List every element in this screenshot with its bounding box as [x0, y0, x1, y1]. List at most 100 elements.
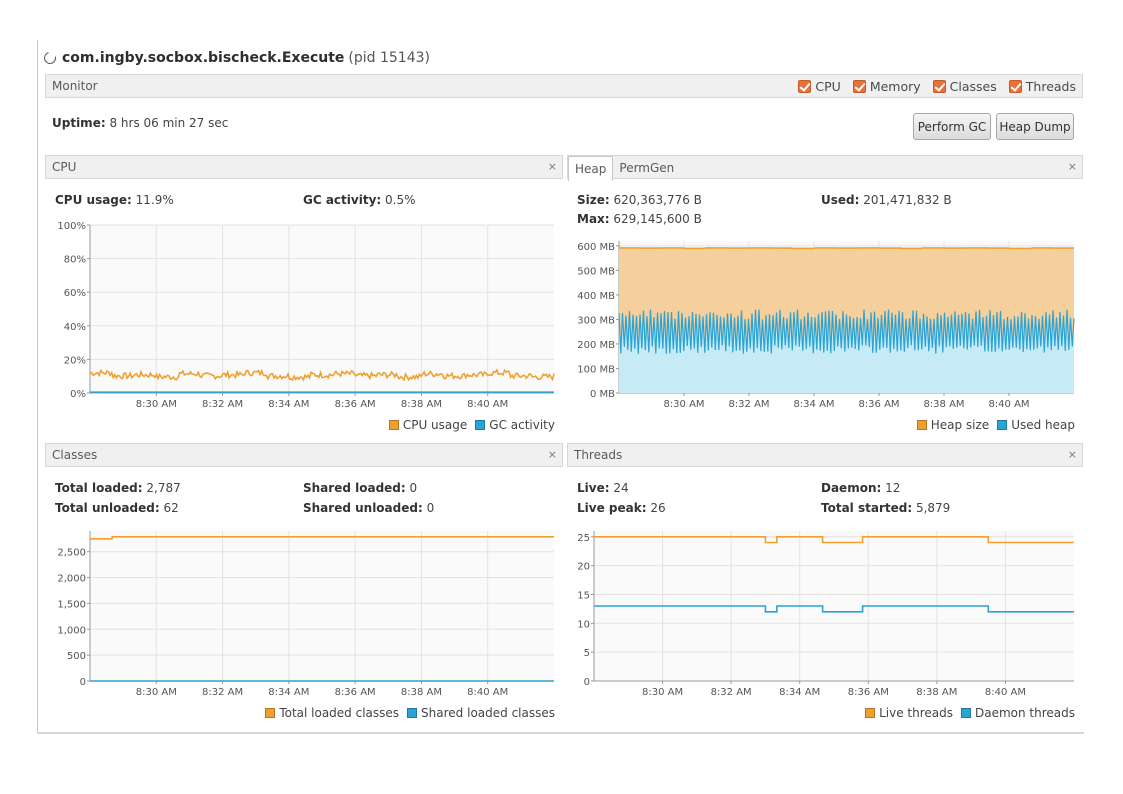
y-tick-label: 400 MB	[577, 291, 615, 302]
legend-total-loaded: Total loaded classes	[279, 706, 400, 720]
live-threads-stat: Live: 24	[577, 481, 629, 495]
live-value: 24	[613, 481, 629, 495]
x-tick-label: 8:40 AM	[988, 399, 1029, 410]
y-tick-label: 100 MB	[577, 364, 615, 375]
x-tick-label: 8:36 AM	[335, 687, 376, 698]
daemon-value: 12	[885, 481, 901, 495]
legend-swatch-orange	[388, 420, 399, 430]
y-tick-label: 0	[584, 677, 590, 688]
daemon-threads-line	[594, 605, 1074, 613]
y-tick-label: 100%	[57, 221, 86, 232]
x-tick-label: 8:32 AM	[202, 399, 243, 410]
heap-max-label: Max:	[577, 212, 610, 226]
legend-heap-size: Heap size	[930, 418, 990, 432]
classes-checkbox[interactable]: Classes	[932, 78, 997, 94]
legend-cpu-usage: CPU usage	[402, 418, 468, 432]
shared-loaded-stat: Shared loaded: 0	[303, 481, 417, 495]
classes-panel: Classes × Total loaded: 2,787 Shared loa…	[45, 443, 563, 726]
y-tick-label: 200 MB	[577, 340, 615, 351]
live-peak-stat: Live peak: 26	[577, 501, 666, 515]
cpu-chart: 0% 20% 40% 60% 80% 100% 8:30 AM 8:32 AM 8:34 AM 8…	[57, 221, 555, 410]
used-heap-area	[619, 309, 1074, 393]
checkbox-checked-icon[interactable]	[932, 79, 946, 93]
close-icon[interactable]: ×	[547, 448, 557, 461]
cpu-checkbox-label: CPU	[815, 78, 841, 94]
checkbox-checked-icon[interactable]	[1008, 79, 1022, 93]
heap-max-value: 629,145,600 B	[613, 212, 702, 226]
x-tick-label: 8:32 AM	[728, 399, 769, 410]
heap-panel: Heap PermGen × Size: 620,363,776 B Used:…	[567, 155, 1083, 438]
checkbox-checked-icon[interactable]	[852, 79, 866, 93]
cpu-usage-value: 11.9%	[135, 193, 174, 207]
cpu-panel: CPU × CPU usage: 11.9% GC activity: 0.5%…	[45, 155, 563, 438]
tab-heap[interactable]: Heap	[568, 156, 614, 181]
y-tick-label: 2,000	[57, 574, 86, 585]
heap-legend: Heap size Used heap	[916, 418, 1075, 432]
threads-chart: 0 5 10 15 20 25 8:30 AM 8:32 AM 8:34 AM 8:36 AM 8:…	[577, 531, 1074, 698]
y-tick-label: 1,000	[57, 625, 86, 636]
heap-size-line	[619, 247, 1075, 250]
cpu-checkbox[interactable]: CPU	[798, 78, 841, 94]
total-loaded-label: Total loaded:	[55, 481, 143, 495]
y-tick-label: 5	[584, 648, 590, 659]
uptime-label: Uptime:	[52, 116, 106, 130]
y-tick-label: 500	[67, 651, 86, 662]
y-tick-label: 20	[577, 562, 590, 573]
x-tick-label: 8:30 AM	[642, 687, 683, 698]
uptime: Uptime: 8 hrs 06 min 27 sec	[52, 116, 228, 130]
plot-area	[90, 531, 554, 681]
gc-activity-label: GC activity:	[303, 193, 382, 207]
x-tick-label: 8:36 AM	[335, 399, 376, 410]
daemon-threads-stat: Daemon: 12	[821, 481, 900, 495]
y-tick-label: 2,500	[57, 548, 86, 559]
heap-dump-button[interactable]: Heap Dump	[996, 113, 1074, 140]
daemon-label: Daemon:	[821, 481, 882, 495]
shared-unloaded-label: Shared unloaded:	[303, 501, 423, 515]
x-tick-label: 8:30 AM	[136, 399, 177, 410]
loading-spinner-icon	[41, 49, 59, 67]
shared-unloaded-stat: Shared unloaded: 0	[303, 501, 434, 515]
legend-gc-activity: GC activity	[489, 418, 555, 432]
close-icon[interactable]: ×	[547, 160, 557, 173]
heap-panel-header: Heap PermGen ×	[567, 155, 1083, 181]
total-loaded-value: 2,787	[146, 481, 181, 495]
started-value: 5,879	[915, 501, 951, 515]
classes-panel-title: Classes	[52, 448, 98, 462]
y-tick-label: 20%	[64, 355, 86, 366]
memory-checkbox[interactable]: Memory	[852, 79, 921, 94]
y-tick-label: 600 MB	[577, 242, 615, 253]
heap-size-stat: Size: 620,363,776 B	[577, 193, 702, 207]
y-tick-label: 500 MB	[577, 266, 615, 277]
legend-daemon-threads: Daemon threads	[974, 706, 1075, 720]
x-tick-label: 8:38 AM	[923, 399, 964, 410]
x-tick-label: 8:40 AM	[467, 687, 508, 698]
tab-permgen[interactable]: PermGen	[619, 161, 675, 175]
total-unloaded-stat: Total unloaded: 62	[55, 501, 179, 515]
legend-swatch-blue	[997, 420, 1008, 430]
live-label: Live:	[577, 481, 610, 495]
close-icon[interactable]: ×	[1067, 160, 1077, 173]
heap-max-stat: Max: 629,145,600 B	[577, 212, 702, 226]
x-tick-label: 8:36 AM	[858, 399, 899, 410]
classes-checkbox-label: Classes	[949, 78, 997, 94]
legend-swatch-orange	[265, 708, 276, 718]
x-tick-label: 8:38 AM	[401, 399, 442, 410]
total-unloaded-value: 62	[163, 501, 179, 515]
threads-checkbox[interactable]: Threads	[1008, 79, 1076, 94]
x-tick-label: 8:32 AM	[202, 687, 243, 698]
y-tick-label: 0 MB	[590, 389, 615, 400]
x-tick-label: 8:40 AM	[985, 687, 1026, 698]
heap-size-value: 620,363,776 B	[613, 193, 702, 207]
monitor-checkboxes: CPU Memory Classes Threads	[798, 79, 1076, 94]
heap-chart: 0 MB 100 MB 200 MB 300 MB 400 MB 500 MB 600 MB…	[577, 241, 1075, 410]
close-icon[interactable]: ×	[1067, 448, 1077, 461]
plot-area	[90, 225, 554, 393]
x-tick-label: 8:40 AM	[467, 399, 508, 410]
x-tick-label: 8:38 AM	[916, 687, 957, 698]
total-loaded-classes-line	[90, 536, 554, 540]
cpu-usage-line	[89, 368, 555, 382]
checkbox-checked-icon[interactable]	[798, 79, 812, 93]
perform-gc-button[interactable]: Perform GC	[913, 113, 991, 140]
gc-activity-stat: GC activity: 0.5%	[303, 193, 416, 207]
cpu-panel-header: CPU ×	[45, 155, 563, 179]
